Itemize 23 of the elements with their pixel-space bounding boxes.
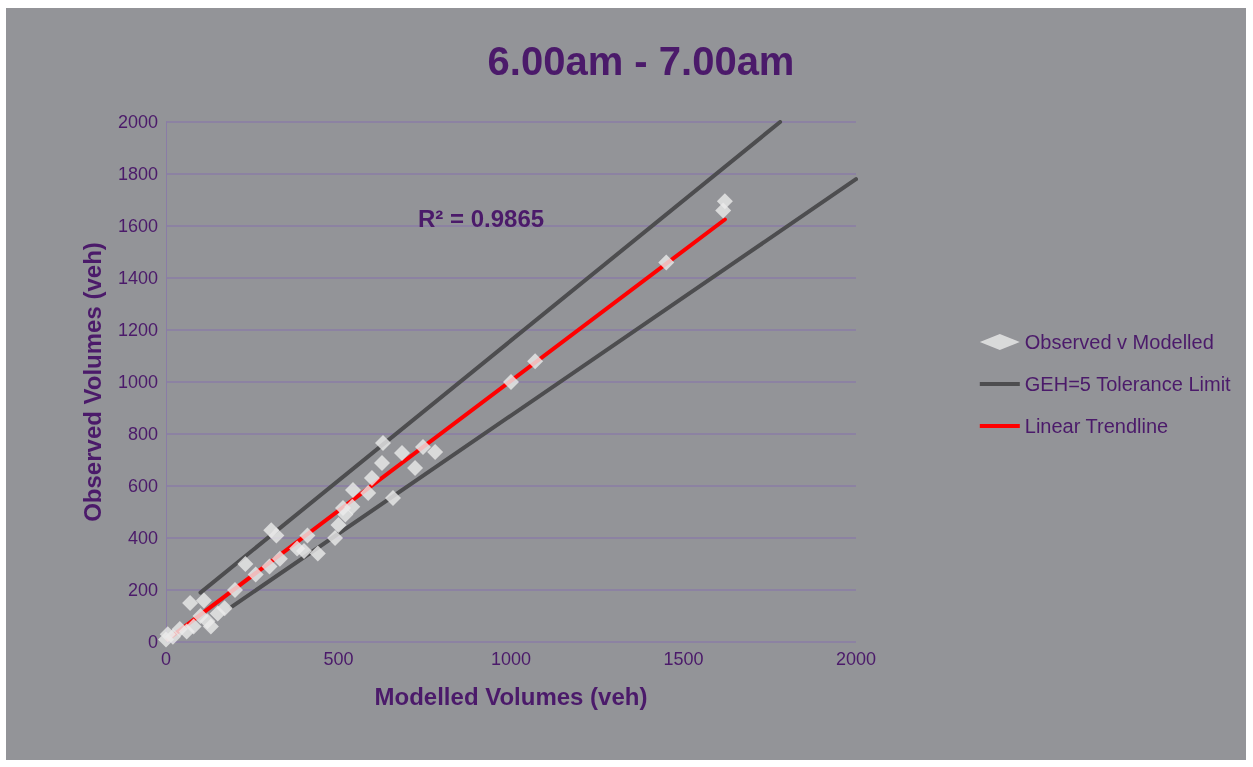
y-tick-label: 1600	[117, 216, 158, 236]
y-tick-label: 200	[127, 580, 158, 600]
y-tick-label: 600	[127, 476, 158, 496]
y-tick-label: 400	[127, 528, 158, 548]
y-tick-label: 1200	[117, 320, 158, 340]
y-tick-label: 800	[127, 424, 158, 444]
y-tick-label: 1000	[117, 372, 158, 392]
legend-label: Linear Trendline	[1024, 415, 1169, 437]
x-tick-label: 500	[323, 649, 354, 669]
x-tick-label: 0	[160, 649, 172, 669]
x-axis-title: Modelled Volumes (veh)	[374, 682, 648, 710]
x-tick-label: 2000	[835, 649, 877, 669]
legend-label: GEH=5 Tolerance Limit	[1024, 373, 1232, 395]
chart-title: 6.00am - 7.00am	[487, 39, 795, 83]
y-tick-label: 0	[147, 632, 158, 652]
annotation: R² = 0.9865	[418, 204, 545, 232]
legend-label: Observed v Modelled	[1024, 331, 1214, 353]
y-tick-label: 1400	[117, 268, 158, 288]
y-axis-title: Observed Volumes (veh)	[78, 242, 106, 522]
y-tick-label: 1800	[117, 164, 158, 184]
x-tick-label: 1500	[663, 649, 704, 669]
x-tick-label: 1000	[490, 649, 532, 669]
y-tick-label: 2000	[117, 112, 158, 132]
